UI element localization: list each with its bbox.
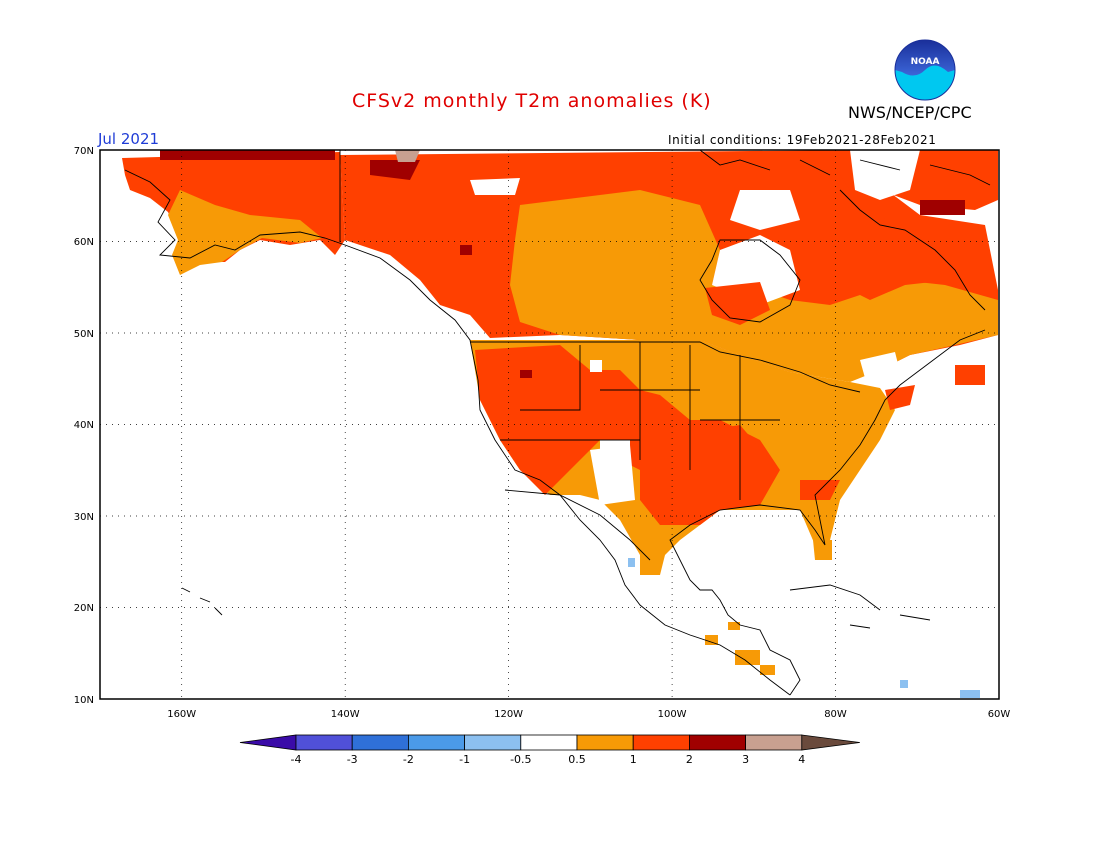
colorbar-label: -2 — [403, 753, 414, 766]
colorbar-label: 1 — [630, 753, 637, 766]
map-title: CFSv2 monthly T2m anomalies (K) — [352, 90, 712, 112]
lat-label: 30N — [74, 512, 94, 523]
lat-label: 20N — [74, 603, 94, 614]
colorbar-label: -4 — [291, 753, 302, 766]
valid-month: Jul 2021 — [98, 130, 160, 148]
colorbar-legend: -4 -3 -2 -1 -0.5 0.5 1 2 3 4 — [239, 734, 860, 766]
lon-label: 120W — [494, 709, 523, 720]
lat-label: 40N — [74, 420, 94, 431]
colorbar-swatch — [745, 734, 803, 751]
colorbar-arrow-low — [239, 734, 297, 751]
lat-label: 70N — [74, 146, 94, 157]
initial-conditions: Initial conditions: 19Feb2021-28Feb2021 — [668, 133, 937, 147]
colorbar-label: -3 — [347, 753, 358, 766]
lon-label: 100W — [658, 709, 687, 720]
colorbar-swatch — [520, 734, 578, 751]
colorbar-swatch — [464, 734, 522, 751]
colorbar-swatch — [351, 734, 409, 751]
colorbar-label: -0.5 — [510, 753, 531, 766]
lon-label: 160W — [167, 709, 196, 720]
coastlines — [124, 150, 991, 696]
colorbar-label: -1 — [459, 753, 470, 766]
noaa-logo-icon: NOAA — [894, 39, 956, 101]
lat-label: 10N — [74, 695, 94, 706]
colorbar-label: 0.5 — [568, 753, 586, 766]
colorbar-swatch — [689, 734, 747, 751]
lat-label: 60N — [74, 237, 94, 248]
lon-label: 80W — [824, 709, 847, 720]
colorbar-swatch — [632, 734, 690, 751]
anomaly-shading — [122, 150, 998, 698]
lon-label: 140W — [331, 709, 360, 720]
map-frame — [99, 149, 1000, 700]
colorbar-swatch — [576, 734, 634, 751]
lat-axis: 10N 20N 30N 40N 50N 60N 70N — [74, 146, 94, 706]
svg-text:NOAA: NOAA — [911, 57, 940, 67]
lon-axis: 160W 140W 120W 100W 80W 60W — [167, 709, 1010, 720]
colorbar-label: 3 — [742, 753, 749, 766]
colorbar-arrow-high — [801, 734, 860, 751]
colorbar-label: 4 — [798, 753, 805, 766]
colorbar-label: 2 — [686, 753, 693, 766]
org-label: NWS/NCEP/CPC — [848, 103, 972, 122]
colorbar-swatch — [407, 734, 465, 751]
lat-label: 50N — [74, 329, 94, 340]
lon-label: 60W — [988, 709, 1011, 720]
colorbar-swatch — [295, 734, 353, 751]
